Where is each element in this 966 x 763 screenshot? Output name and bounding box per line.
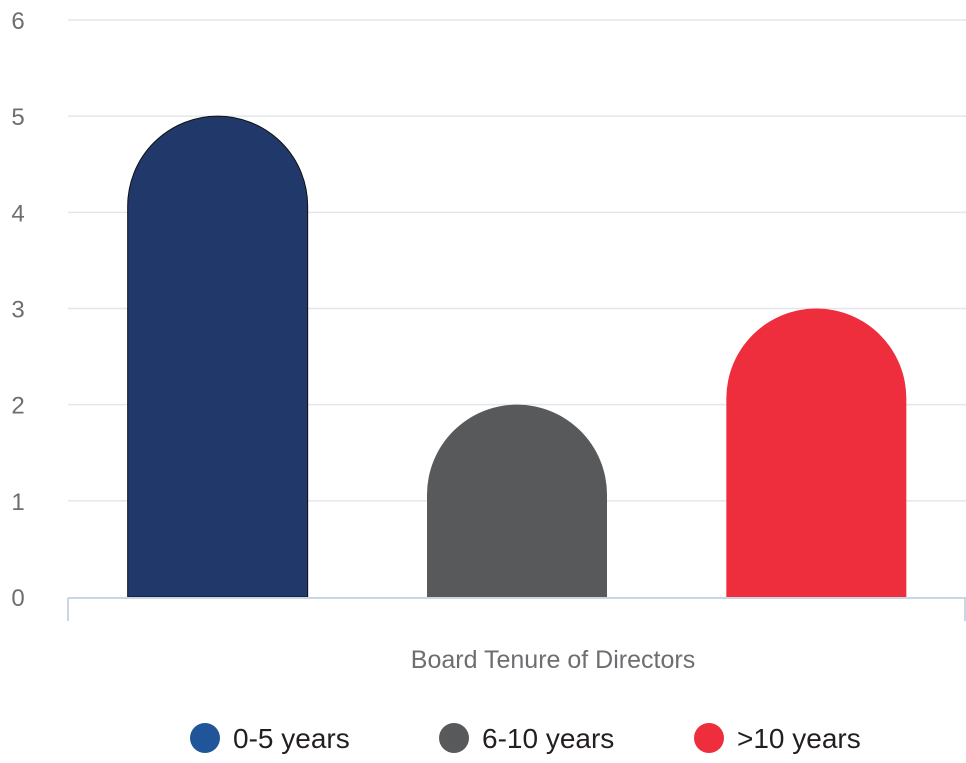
x-axis	[67, 597, 966, 621]
y-tick-label: 6	[11, 8, 24, 35]
y-tick-label: 0	[11, 585, 24, 612]
y-tick-label: 1	[11, 489, 24, 516]
legend-label: 0-5 years	[233, 723, 350, 754]
bars	[127, 115, 907, 598]
legend-label: 6-10 years	[482, 723, 614, 754]
legend-marker	[190, 723, 220, 753]
x-axis-title: Board Tenure of Directors	[411, 646, 695, 674]
bar	[726, 308, 907, 597]
bar	[127, 115, 309, 598]
y-axis-ticks: 0 1 2 3 4 5 6	[11, 8, 24, 612]
y-tick-label: 4	[11, 200, 24, 227]
y-tick-label: 2	[11, 393, 24, 420]
legend-marker	[439, 723, 469, 753]
bar	[427, 404, 607, 597]
legend-label: >10 years	[737, 723, 861, 754]
y-tick-label: 5	[11, 104, 24, 131]
legend-marker	[694, 723, 724, 753]
y-tick-label: 3	[11, 297, 24, 324]
legend: 0-5 years 6-10 years >10 years	[190, 723, 861, 754]
